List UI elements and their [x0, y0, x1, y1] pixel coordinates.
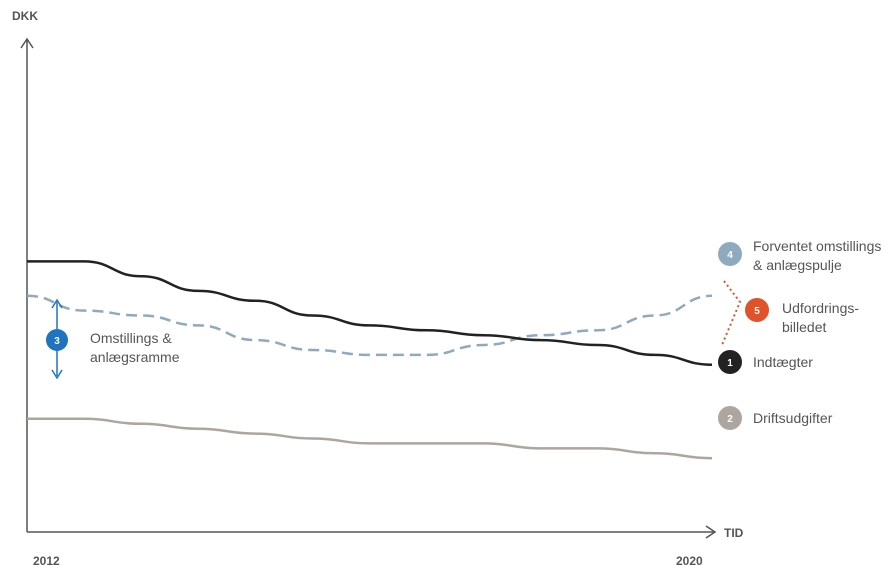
badge-2 — [718, 406, 742, 430]
series-line-indtaegter — [27, 260, 713, 366]
series-2-label: Driftsudgifter — [753, 410, 833, 426]
badge-3 — [46, 329, 68, 351]
badge-5 — [745, 298, 769, 322]
badge-5-text: 5 — [754, 306, 760, 317]
x-tick-start: 2012 — [33, 554, 60, 566]
gap-label-line1: Omstillings & — [90, 330, 172, 346]
y-axis-label: DKK — [12, 9, 38, 23]
series-4-label-line2: & anlægspulje — [753, 257, 842, 273]
badge-4 — [718, 242, 742, 266]
badge-4-text: 4 — [727, 250, 733, 261]
x-axis-arrow — [705, 525, 717, 539]
badge-1-text: 1 — [727, 358, 733, 369]
series-4-label-line1: Forventet omstillings — [753, 238, 881, 254]
challenge-dotted-line — [721, 280, 742, 346]
challenge-label-line1: Udfordrings- — [782, 300, 859, 316]
x-tick-end: 2020 — [676, 554, 703, 566]
x-axis-label: TID — [724, 526, 744, 540]
badge-3-text: 3 — [54, 336, 60, 347]
gap-arrow-head-up — [51, 298, 63, 309]
badge-1 — [718, 350, 742, 374]
badge-2-text: 2 — [727, 414, 733, 425]
series-line-forventet — [26, 294, 713, 357]
series-line-driftsudgifter — [27, 417, 713, 460]
gap-arrow-head-down — [51, 369, 63, 380]
y-axis-arrow — [20, 37, 34, 49]
gap-label-line2: anlægsramme — [90, 349, 180, 365]
challenge-label-line2: billedet — [782, 319, 826, 335]
series-1-label: Indtægter — [753, 354, 813, 370]
